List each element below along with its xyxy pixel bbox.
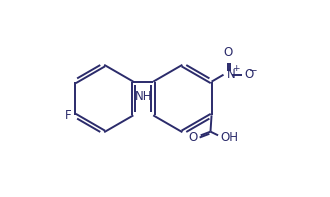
Text: −: −: [249, 66, 258, 76]
Text: O: O: [224, 46, 233, 59]
Text: +: +: [232, 64, 240, 73]
Text: O: O: [244, 68, 253, 81]
Text: N: N: [227, 68, 236, 81]
Text: O: O: [188, 131, 197, 144]
Text: NH: NH: [135, 90, 152, 103]
Text: OH: OH: [220, 131, 238, 144]
Text: F: F: [64, 109, 71, 122]
